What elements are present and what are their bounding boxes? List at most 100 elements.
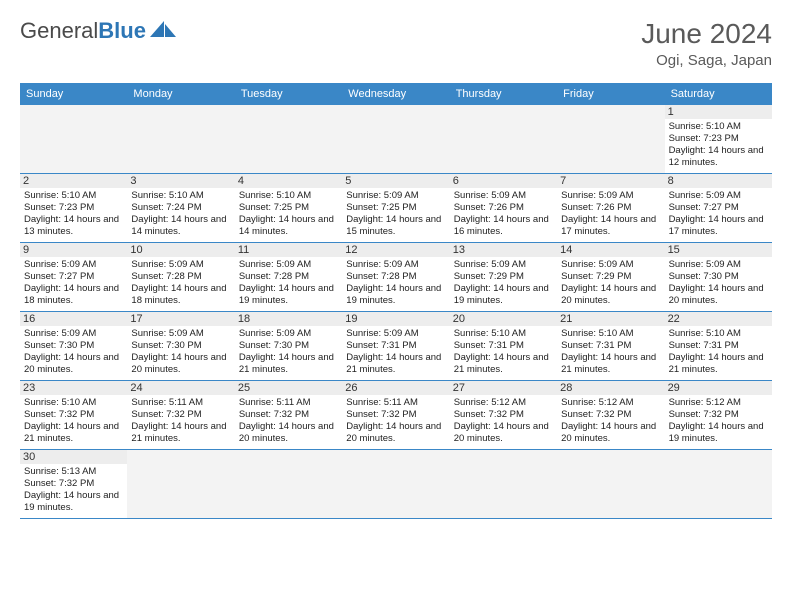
calendar-body: 1 Sunrise: 5:10 AMSunset: 7:23 PMDaylight…: [20, 105, 772, 519]
day-cell: [557, 105, 664, 173]
day-cell: [20, 105, 127, 173]
day-info: Sunrise: 5:09 AMSunset: 7:29 PMDaylight:…: [454, 259, 553, 307]
day-cell: 9Sunrise: 5:09 AMSunset: 7:27 PMDaylight…: [20, 243, 127, 311]
day-cell: [342, 450, 449, 518]
day-number: 4: [235, 174, 342, 188]
day-cell: 22 Sunrise: 5:10 AMSunset: 7:31 PMDayligh…: [665, 312, 772, 380]
sail-icon: [150, 21, 176, 44]
day-info: Sunrise: 5:09 AMSunset: 7:26 PMDaylight:…: [454, 190, 553, 238]
day-number: 25: [235, 381, 342, 395]
day-cell: 11 Sunrise: 5:09 AMSunset: 7:28 PMDayligh…: [235, 243, 342, 311]
day-info: Sunrise: 5:10 AMSunset: 7:31 PMDaylight:…: [669, 328, 768, 376]
day-header: Wednesday: [342, 83, 449, 105]
day-cell: 18Sunrise: 5:09 AMSunset: 7:30 PMDayligh…: [235, 312, 342, 380]
day-info: Sunrise: 5:09 AMSunset: 7:27 PMDaylight:…: [669, 190, 768, 238]
day-cell: 15Sunrise: 5:09 AMSunset: 7:30 PMDayligh…: [665, 243, 772, 311]
day-number: 14: [557, 243, 664, 257]
day-cell: 7 Sunrise: 5:09 AMSunset: 7:26 PMDaylight…: [557, 174, 664, 242]
day-cell: 26 Sunrise: 5:11 AMSunset: 7:32 PMDayligh…: [342, 381, 449, 449]
day-info: Sunrise: 5:10 AMSunset: 7:32 PMDaylight:…: [24, 397, 123, 445]
week-row: 16Sunrise: 5:09 AMSunset: 7:30 PMDayligh…: [20, 312, 772, 381]
day-number: 11: [235, 243, 342, 257]
title-block: June 2024 Ogi, Saga, Japan: [641, 18, 772, 69]
day-info: Sunrise: 5:09 AMSunset: 7:25 PMDaylight:…: [346, 190, 445, 238]
week-row: 2Sunrise: 5:10 AMSunset: 7:23 PMDaylight…: [20, 174, 772, 243]
day-number: 13: [450, 243, 557, 257]
day-cell: 4 Sunrise: 5:10 AMSunset: 7:25 PMDaylight…: [235, 174, 342, 242]
day-cell: 21 Sunrise: 5:10 AMSunset: 7:31 PMDayligh…: [557, 312, 664, 380]
day-info: Sunrise: 5:09 AMSunset: 7:30 PMDaylight:…: [239, 328, 338, 376]
day-cell: 14 Sunrise: 5:09 AMSunset: 7:29 PMDayligh…: [557, 243, 664, 311]
day-number: 1: [665, 105, 772, 119]
day-info: Sunrise: 5:13 AMSunset: 7:32 PMDaylight:…: [24, 466, 123, 514]
day-cell: 16Sunrise: 5:09 AMSunset: 7:30 PMDayligh…: [20, 312, 127, 380]
day-info: Sunrise: 5:10 AMSunset: 7:31 PMDaylight:…: [454, 328, 553, 376]
day-cell: 2Sunrise: 5:10 AMSunset: 7:23 PMDaylight…: [20, 174, 127, 242]
day-cell: [127, 450, 234, 518]
day-number: 7: [557, 174, 664, 188]
day-info: Sunrise: 5:10 AMSunset: 7:31 PMDaylight:…: [561, 328, 660, 376]
day-number: 26: [342, 381, 449, 395]
calendar: SundayMondayTuesdayWednesdayThursdayFrid…: [20, 83, 772, 519]
day-number: 19: [342, 312, 449, 326]
day-header-row: SundayMondayTuesdayWednesdayThursdayFrid…: [20, 83, 772, 105]
day-info: Sunrise: 5:11 AMSunset: 7:32 PMDaylight:…: [346, 397, 445, 445]
day-cell: 20 Sunrise: 5:10 AMSunset: 7:31 PMDayligh…: [450, 312, 557, 380]
day-header: Thursday: [450, 83, 557, 105]
day-cell: 28 Sunrise: 5:12 AMSunset: 7:32 PMDayligh…: [557, 381, 664, 449]
day-number: 9: [20, 243, 127, 257]
day-number: 28: [557, 381, 664, 395]
day-number: 30: [20, 450, 127, 464]
day-number: 29: [665, 381, 772, 395]
day-number: 22: [665, 312, 772, 326]
day-number: 12: [342, 243, 449, 257]
day-number: 23: [20, 381, 127, 395]
day-cell: 30 Sunrise: 5:13 AMSunset: 7:32 PMDayligh…: [20, 450, 127, 518]
day-header: Friday: [557, 83, 664, 105]
month-title: June 2024: [641, 18, 772, 50]
day-number: 24: [127, 381, 234, 395]
day-cell: [235, 105, 342, 173]
day-cell: 17 Sunrise: 5:09 AMSunset: 7:30 PMDayligh…: [127, 312, 234, 380]
logo-text-general: General: [20, 18, 98, 44]
day-cell: [557, 450, 664, 518]
day-number: 17: [127, 312, 234, 326]
day-header: Monday: [127, 83, 234, 105]
day-number: 10: [127, 243, 234, 257]
day-info: Sunrise: 5:10 AMSunset: 7:23 PMDaylight:…: [24, 190, 123, 238]
day-header: Sunday: [20, 83, 127, 105]
week-row: 1Sunrise: 5:10 AMSunset: 7:23 PMDaylight…: [20, 105, 772, 174]
day-info: Sunrise: 5:09 AMSunset: 7:30 PMDaylight:…: [131, 328, 230, 376]
day-number: 21: [557, 312, 664, 326]
day-number: 15: [665, 243, 772, 257]
day-info: Sunrise: 5:12 AMSunset: 7:32 PMDaylight:…: [561, 397, 660, 445]
day-header: Tuesday: [235, 83, 342, 105]
day-cell: [342, 105, 449, 173]
day-number: 20: [450, 312, 557, 326]
day-info: Sunrise: 5:10 AMSunset: 7:25 PMDaylight:…: [239, 190, 338, 238]
day-header: Saturday: [665, 83, 772, 105]
day-number: 8: [665, 174, 772, 188]
day-info: Sunrise: 5:12 AMSunset: 7:32 PMDaylight:…: [669, 397, 768, 445]
day-cell: 5 Sunrise: 5:09 AMSunset: 7:25 PMDaylight…: [342, 174, 449, 242]
day-info: Sunrise: 5:12 AMSunset: 7:32 PMDaylight:…: [454, 397, 553, 445]
day-number: 5: [342, 174, 449, 188]
day-info: Sunrise: 5:09 AMSunset: 7:28 PMDaylight:…: [131, 259, 230, 307]
day-cell: 19 Sunrise: 5:09 AMSunset: 7:31 PMDayligh…: [342, 312, 449, 380]
day-info: Sunrise: 5:09 AMSunset: 7:26 PMDaylight:…: [561, 190, 660, 238]
day-info: Sunrise: 5:11 AMSunset: 7:32 PMDaylight:…: [239, 397, 338, 445]
day-number: 3: [127, 174, 234, 188]
day-cell: [665, 450, 772, 518]
logo: GeneralBlue: [20, 18, 176, 44]
day-info: Sunrise: 5:09 AMSunset: 7:31 PMDaylight:…: [346, 328, 445, 376]
day-cell: 13 Sunrise: 5:09 AMSunset: 7:29 PMDayligh…: [450, 243, 557, 311]
day-info: Sunrise: 5:09 AMSunset: 7:29 PMDaylight:…: [561, 259, 660, 307]
day-info: Sunrise: 5:09 AMSunset: 7:30 PMDaylight:…: [24, 328, 123, 376]
location: Ogi, Saga, Japan: [641, 52, 772, 69]
day-cell: [127, 105, 234, 173]
day-cell: 29 Sunrise: 5:12 AMSunset: 7:32 PMDayligh…: [665, 381, 772, 449]
day-info: Sunrise: 5:09 AMSunset: 7:28 PMDaylight:…: [239, 259, 338, 307]
day-cell: 3Sunrise: 5:10 AMSunset: 7:24 PMDaylight…: [127, 174, 234, 242]
header: GeneralBlue June 2024 Ogi, Saga, Japan: [20, 18, 772, 69]
week-row: 23 Sunrise: 5:10 AMSunset: 7:32 PMDayligh…: [20, 381, 772, 450]
